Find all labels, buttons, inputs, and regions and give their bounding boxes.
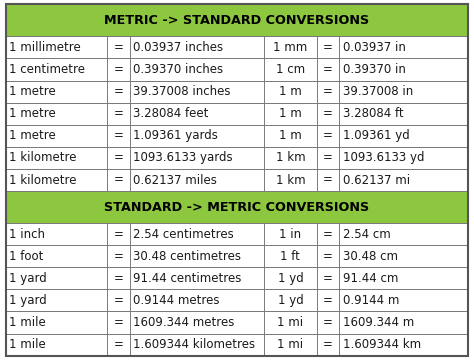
Text: =: = [323, 107, 333, 120]
Text: 0.03937 inches: 0.03937 inches [134, 41, 224, 54]
Text: 1 ft: 1 ft [281, 250, 301, 263]
Text: =: = [114, 107, 124, 120]
Text: =: = [323, 250, 333, 263]
Text: =: = [114, 174, 124, 186]
Text: 1 centimetre: 1 centimetre [9, 63, 85, 76]
Text: 1 cm: 1 cm [276, 63, 305, 76]
Text: =: = [323, 272, 333, 285]
Text: 39.37008 in: 39.37008 in [343, 85, 413, 98]
Text: =: = [323, 41, 333, 54]
Text: 1 yard: 1 yard [9, 294, 47, 307]
Text: =: = [323, 228, 333, 240]
Text: 1 in: 1 in [279, 228, 301, 240]
Text: 1 m: 1 m [279, 85, 302, 98]
Text: 1 mi: 1 mi [277, 316, 303, 329]
Text: 1 metre: 1 metre [9, 129, 56, 142]
Text: 1.09361 yd: 1.09361 yd [343, 129, 410, 142]
Text: 1093.6133 yards: 1093.6133 yards [134, 152, 233, 165]
Text: =: = [114, 338, 124, 351]
Text: 0.03937 in: 0.03937 in [343, 41, 406, 54]
Text: 1 metre: 1 metre [9, 107, 56, 120]
Bar [6, 289, 468, 311]
Text: 1 yd: 1 yd [278, 272, 303, 285]
Text: =: = [114, 294, 124, 307]
Text: STANDARD -> METRIC CONVERSIONS: STANDARD -> METRIC CONVERSIONS [104, 201, 370, 213]
Text: 2.54 cm: 2.54 cm [343, 228, 391, 240]
Text: 1 mile: 1 mile [9, 338, 46, 351]
Text: 1 mi: 1 mi [277, 338, 303, 351]
Text: =: = [114, 152, 124, 165]
Bar [6, 36, 468, 58]
Text: =: = [114, 250, 124, 263]
Text: 1 km: 1 km [275, 174, 305, 186]
Text: 91.44 centimetres: 91.44 centimetres [134, 272, 242, 285]
Bar [6, 147, 468, 169]
Text: 1 mm: 1 mm [273, 41, 308, 54]
Bar [6, 58, 468, 81]
Text: 2.54 centimetres: 2.54 centimetres [134, 228, 234, 240]
Text: =: = [114, 41, 124, 54]
Text: 1 kilometre: 1 kilometre [9, 174, 77, 186]
Bar [6, 223, 468, 245]
Text: 1 mile: 1 mile [9, 316, 46, 329]
Text: 30.48 centimetres: 30.48 centimetres [134, 250, 241, 263]
Bar [6, 267, 468, 289]
Text: 1 millimetre: 1 millimetre [9, 41, 81, 54]
Text: 1.09361 yards: 1.09361 yards [134, 129, 219, 142]
Text: 0.39370 inches: 0.39370 inches [134, 63, 224, 76]
Bar [6, 4, 468, 36]
Text: =: = [114, 228, 124, 240]
Text: =: = [114, 85, 124, 98]
Text: =: = [114, 63, 124, 76]
Bar [6, 125, 468, 147]
Text: 1 km: 1 km [275, 152, 305, 165]
Bar [6, 191, 468, 223]
Bar [6, 169, 468, 191]
Text: 1 kilometre: 1 kilometre [9, 152, 77, 165]
Text: =: = [323, 129, 333, 142]
Text: =: = [323, 338, 333, 351]
Text: =: = [114, 129, 124, 142]
Text: 3.28084 feet: 3.28084 feet [134, 107, 209, 120]
Text: 1.609344 kilometres: 1.609344 kilometres [134, 338, 255, 351]
Text: 1 yd: 1 yd [278, 294, 303, 307]
Text: =: = [323, 63, 333, 76]
Bar [6, 103, 468, 125]
Text: =: = [114, 272, 124, 285]
Text: 1.609344 km: 1.609344 km [343, 338, 421, 351]
Bar [6, 245, 468, 267]
Text: =: = [323, 316, 333, 329]
Text: 0.62137 mi: 0.62137 mi [343, 174, 410, 186]
Text: =: = [323, 294, 333, 307]
Text: =: = [323, 85, 333, 98]
Text: 1 m: 1 m [279, 107, 302, 120]
Bar [6, 334, 468, 356]
Text: 30.48 cm: 30.48 cm [343, 250, 398, 263]
Text: 1 metre: 1 metre [9, 85, 56, 98]
Text: 39.37008 inches: 39.37008 inches [134, 85, 231, 98]
Text: =: = [323, 174, 333, 186]
Bar [6, 81, 468, 103]
Text: 1 foot: 1 foot [9, 250, 44, 263]
Text: 1 inch: 1 inch [9, 228, 46, 240]
Text: 1 yard: 1 yard [9, 272, 47, 285]
Text: METRIC -> STANDARD CONVERSIONS: METRIC -> STANDARD CONVERSIONS [104, 14, 370, 27]
Text: 1609.344 m: 1609.344 m [343, 316, 414, 329]
Text: 0.9144 metres: 0.9144 metres [134, 294, 220, 307]
Text: 1609.344 metres: 1609.344 metres [134, 316, 235, 329]
Bar [6, 311, 468, 334]
Text: 1 m: 1 m [279, 129, 302, 142]
Text: 0.9144 m: 0.9144 m [343, 294, 400, 307]
Text: 0.62137 miles: 0.62137 miles [134, 174, 218, 186]
Text: =: = [323, 152, 333, 165]
Text: =: = [114, 316, 124, 329]
Text: 91.44 cm: 91.44 cm [343, 272, 399, 285]
Text: 0.39370 in: 0.39370 in [343, 63, 406, 76]
Text: 1093.6133 yd: 1093.6133 yd [343, 152, 425, 165]
Text: 3.28084 ft: 3.28084 ft [343, 107, 404, 120]
